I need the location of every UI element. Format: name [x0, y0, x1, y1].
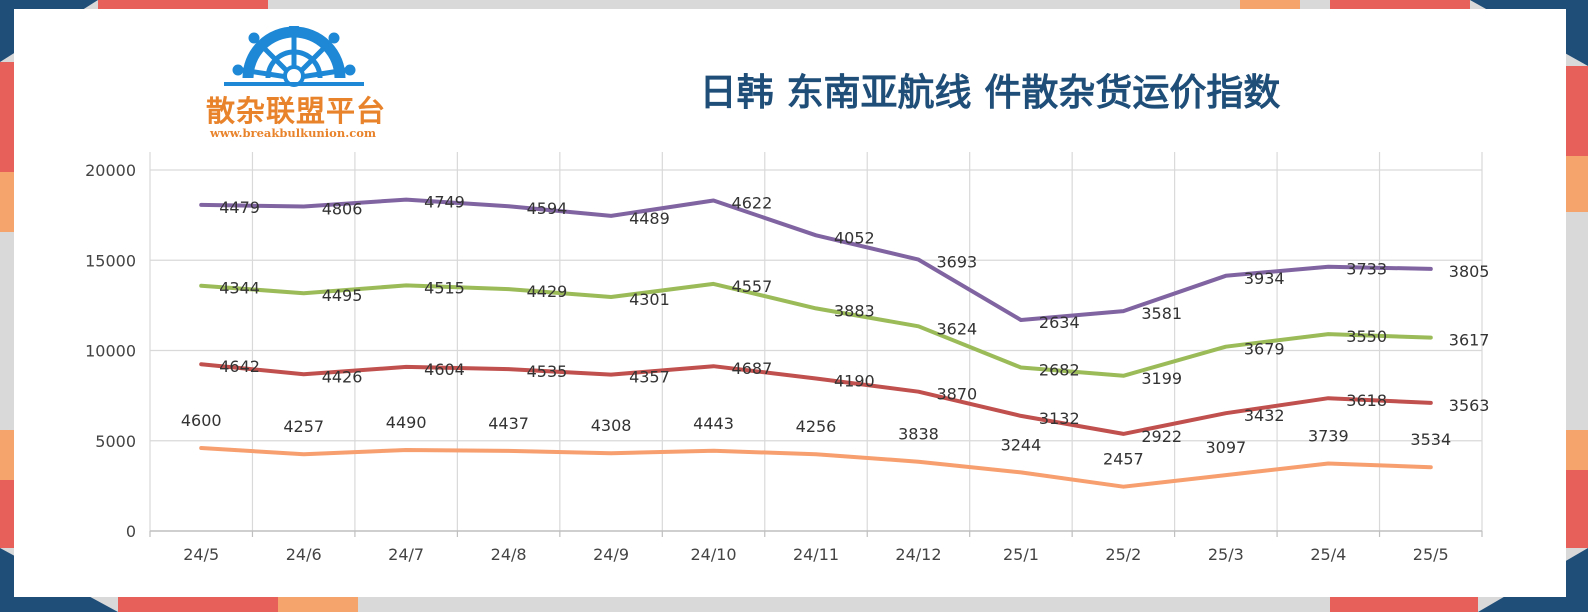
frame-peach-bottom-left	[278, 597, 358, 612]
data-label: 3534	[1410, 430, 1451, 449]
data-label: 3617	[1449, 331, 1490, 350]
data-label: 4515	[424, 278, 465, 297]
frame-coral-right	[1566, 66, 1588, 156]
data-label: 3563	[1449, 396, 1490, 415]
frame-peach-left	[0, 172, 14, 232]
data-label: 4479	[219, 198, 260, 217]
x-tick-label: 24/8	[491, 545, 527, 564]
data-label: 3733	[1346, 260, 1387, 279]
frame-peach-right	[1566, 156, 1588, 212]
data-label: 3693	[936, 253, 977, 272]
data-label: 4257	[283, 417, 324, 436]
data-label: 2634	[1039, 313, 1080, 332]
y-tick-label: 0	[126, 522, 136, 541]
frame-peach-left-low	[0, 430, 14, 480]
data-label: 2457	[1103, 450, 1144, 469]
series	[199, 197, 1433, 489]
data-label: 3244	[1001, 435, 1042, 454]
data-label: 4749	[424, 193, 465, 212]
data-label: 4426	[322, 367, 363, 386]
x-tick-label: 24/7	[388, 545, 424, 564]
data-label: 3199	[1141, 369, 1182, 388]
y-tick-label: 10000	[85, 342, 136, 361]
data-label: 3132	[1039, 409, 1080, 428]
data-label: 3883	[834, 301, 875, 320]
data-label: 4301	[629, 290, 670, 309]
data-label: 4594	[527, 199, 568, 218]
x-tick-label: 24/12	[895, 545, 941, 564]
data-label: 3838	[898, 425, 939, 444]
x-tick-label: 25/5	[1413, 545, 1449, 564]
data-label: 3805	[1449, 262, 1490, 281]
data-label: 2682	[1039, 361, 1080, 380]
data-label: 3739	[1308, 427, 1349, 446]
frame-coral-left	[0, 62, 14, 172]
axes: 0 5000 10000 15000 20000 24/5 24/6 24/7 24/8 24/9…	[85, 161, 1483, 564]
data-label: 3618	[1346, 391, 1387, 410]
x-tick-label: 24/5	[183, 545, 219, 564]
x-tick-label: 24/11	[793, 545, 839, 564]
logo-name: 散杂联盟平台	[205, 94, 386, 128]
series-line-4	[199, 446, 1433, 489]
data-label: 4535	[527, 362, 568, 381]
x-tick-label: 25/2	[1105, 545, 1141, 564]
chart-title: 日韩 东南亚航线 件散杂货运价指数	[699, 71, 1281, 114]
data-label: 4308	[591, 416, 632, 435]
data-label: 3432	[1244, 406, 1285, 425]
logo-url: www.breakbulkunion.com	[209, 126, 377, 140]
data-label: 4429	[527, 282, 568, 301]
data-label: 4557	[732, 277, 773, 296]
frame-coral-bottom-right	[1330, 597, 1478, 612]
data-label: 4642	[219, 357, 260, 376]
data-label: 4490	[386, 413, 427, 432]
y-tick-label: 5000	[95, 432, 136, 451]
data-label: 4052	[834, 228, 875, 247]
data-label: 4437	[488, 414, 529, 433]
data-label: 3550	[1346, 327, 1387, 346]
x-tick-label: 24/10	[690, 545, 736, 564]
data-label: 4622	[732, 194, 773, 213]
data-label: 4600	[181, 411, 222, 430]
frame-coral-right-low	[1566, 470, 1588, 548]
data-label: 4687	[732, 359, 773, 378]
x-tick-label: 25/3	[1208, 545, 1244, 564]
data-label: 3934	[1244, 269, 1285, 288]
x-tick-label: 24/9	[593, 545, 629, 564]
x-tick-label: 25/1	[1003, 545, 1039, 564]
y-tick-label: 15000	[85, 251, 136, 270]
data-label: 3097	[1205, 438, 1246, 457]
data-label: 3581	[1141, 304, 1182, 323]
x-tick-label: 25/4	[1310, 545, 1346, 564]
frame-peach-top-right	[1240, 0, 1300, 9]
data-label: 2922	[1141, 427, 1182, 446]
data-label: 4344	[219, 279, 260, 298]
data-label: 3624	[936, 319, 977, 338]
data-label: 4495	[322, 286, 363, 305]
grid	[149, 152, 1483, 531]
data-label: 4604	[424, 360, 465, 379]
data-label: 4256	[796, 417, 837, 436]
data-labels: 4479 4806 4749 4594 4489 4622 4052 3693 2634 3581…	[181, 193, 1490, 469]
data-label: 4190	[834, 371, 875, 390]
frame-coral-left-low	[0, 480, 14, 548]
frame-peach-right-low	[1566, 430, 1588, 470]
frame-coral-bottom-left	[118, 597, 278, 612]
frame-coral-top-right	[1330, 0, 1470, 9]
ship-wheel-icon	[224, 26, 364, 87]
frame-coral-top-left	[98, 0, 268, 9]
data-label: 4806	[322, 199, 363, 218]
data-label: 4357	[629, 368, 670, 387]
data-label: 3679	[1244, 340, 1285, 359]
data-label: 4489	[629, 209, 670, 228]
x-tick-label: 24/6	[286, 545, 322, 564]
logo: 散杂联盟平台 www.breakbulkunion.com	[186, 26, 406, 144]
data-label: 4443	[693, 414, 734, 433]
data-label: 3870	[936, 385, 977, 404]
y-tick-label: 20000	[85, 161, 136, 180]
series-line-2	[199, 281, 1433, 378]
